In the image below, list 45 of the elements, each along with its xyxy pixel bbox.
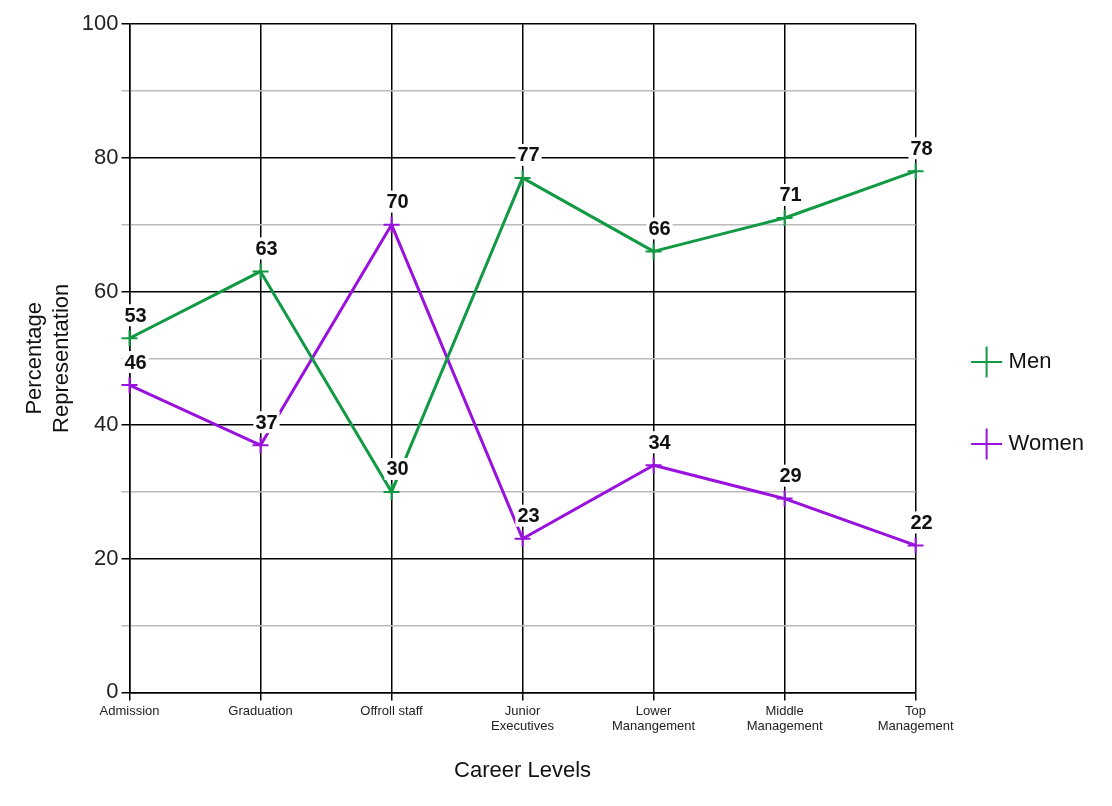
point: [906, 162, 925, 181]
x-tick-label: Admission: [99, 702, 160, 718]
data-label: 34: [648, 430, 672, 453]
point: [251, 436, 270, 455]
data-label: 30: [386, 457, 409, 480]
y-tick-label: 100: [81, 10, 119, 36]
data-label: 23: [517, 504, 540, 527]
point: [513, 529, 532, 548]
point: [251, 262, 270, 281]
data-label: 46: [124, 350, 147, 373]
data-label: 63: [255, 236, 278, 259]
x-tick-label: Lower Manangement: [612, 702, 696, 734]
data-label: 77: [517, 143, 540, 166]
data-label: 66: [648, 216, 671, 239]
point: [382, 482, 401, 501]
data-label: 22: [910, 510, 933, 533]
point: [906, 536, 925, 555]
x-tick-label: Middle Management: [746, 702, 823, 734]
point: [513, 168, 532, 187]
legend-label: Women: [1008, 430, 1085, 456]
legend-label: Men: [1008, 348, 1052, 374]
data-label: 29: [779, 464, 802, 487]
x-tick-label: Junior Executives: [491, 702, 555, 734]
data-label: 37: [255, 410, 278, 433]
point: [775, 489, 794, 508]
x-tick-label: Graduation: [228, 702, 293, 718]
y-tick-label: 80: [94, 143, 119, 169]
point: [120, 329, 139, 348]
x-tick-label: Top Management: [877, 702, 954, 734]
x-axis-title: Career Levels: [454, 756, 592, 782]
x-tick-label: Offroll staff: [360, 702, 424, 718]
data-label: 71: [779, 183, 802, 206]
point: [382, 215, 401, 234]
y-tick-label: 40: [94, 411, 119, 437]
y-tick-label: 20: [94, 544, 119, 570]
data-label: 70: [386, 190, 409, 213]
data-label: 78: [910, 136, 933, 159]
point: [644, 456, 663, 475]
point: [120, 376, 139, 395]
y-tick-label: 60: [94, 277, 119, 303]
y-axis-title: Percentage Representation: [21, 283, 73, 433]
point: [644, 242, 663, 261]
y-tick-label: 0: [106, 678, 119, 704]
data-label: 53: [124, 303, 147, 326]
point: [775, 208, 794, 227]
